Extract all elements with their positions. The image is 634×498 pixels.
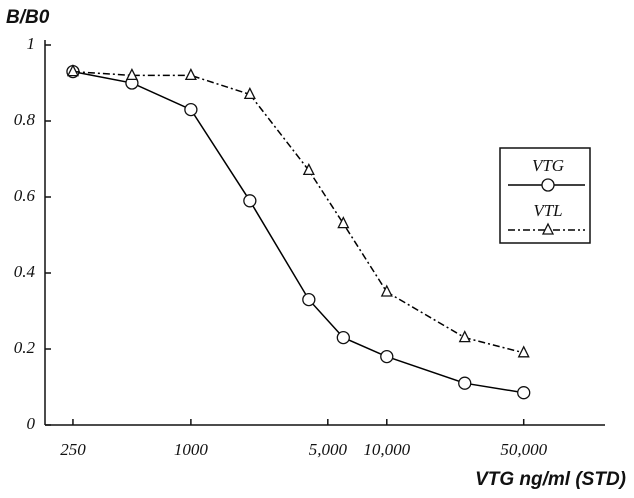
series-line [72,70,524,354]
y-tick-label: 1 [27,34,36,53]
series-line [72,70,524,394]
point [243,194,257,208]
x-tick-label: 5,000 [309,440,348,459]
point [302,292,316,307]
point [380,349,394,364]
x-tick-label: 250 [60,440,86,459]
point [458,376,472,390]
legend-label: VTL [533,201,562,220]
x-tick-label: 10,000 [363,440,410,459]
y-tick-label: 0 [27,414,36,433]
point [336,330,350,345]
point [517,386,531,400]
point [517,345,530,358]
point [184,102,198,117]
legend-label: VTG [532,156,564,175]
y-tick-label: 0.6 [14,186,36,205]
point [458,330,471,343]
y-tick-label: 0.4 [14,262,36,281]
point [337,216,350,229]
point [125,67,138,81]
point [66,64,79,77]
point [541,178,555,192]
point [243,86,256,100]
point [380,284,393,297]
y-tick-label: 0.2 [14,338,36,357]
legend [499,147,591,244]
x-tick-label: 1000 [174,440,209,459]
y-tick-label: 0.8 [14,110,36,129]
point [184,67,197,81]
x-axis-label: VTG ng/ml (STD) [475,469,626,490]
chart-title: B/B0 [6,7,50,28]
point [302,162,315,176]
x-tick-label: 50,000 [500,440,547,459]
point [541,222,555,235]
